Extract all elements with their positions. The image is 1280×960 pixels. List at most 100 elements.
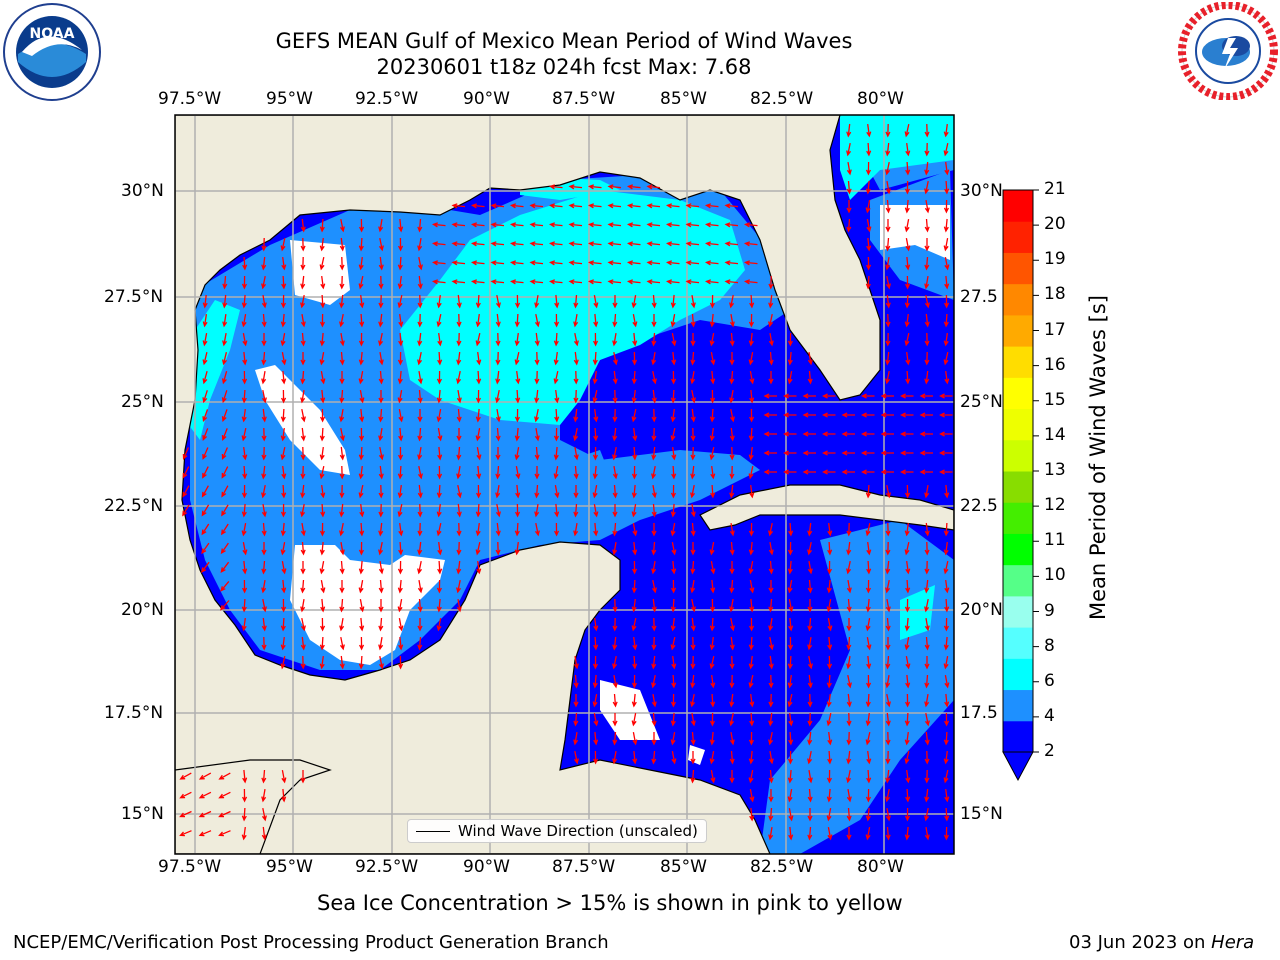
direction-arrow (339, 256, 345, 271)
direction-arrow (475, 389, 481, 404)
direction-arrow (670, 731, 676, 746)
direction-arrow (300, 561, 306, 575)
direction-arrow (729, 465, 735, 480)
direction-arrow (281, 370, 287, 385)
direction-arrow (865, 180, 871, 195)
direction-arrow (261, 484, 267, 499)
direction-arrow (202, 428, 209, 442)
direction-arrow (865, 199, 871, 214)
direction-arrow (554, 503, 560, 518)
direction-arrow (807, 826, 813, 841)
colorbar-segment (1003, 314, 1033, 347)
direction-arrow (320, 598, 326, 613)
direction-arrow (359, 504, 365, 518)
direction-arrow (534, 503, 540, 518)
direction-arrow (632, 560, 638, 575)
direction-arrow (900, 431, 914, 437)
direction-arrow (437, 351, 443, 366)
direction-arrow (553, 465, 559, 480)
direction-arrow (865, 807, 871, 822)
colorbar-segment (1003, 408, 1033, 441)
direction-arrow (378, 484, 384, 499)
direction-arrow (612, 598, 618, 613)
direction-arrow (490, 279, 505, 285)
direction-arrow (865, 713, 871, 727)
direction-arrow (690, 598, 696, 613)
direction-arrow (573, 655, 579, 670)
direction-arrow (924, 560, 930, 575)
direction-arrow (651, 446, 657, 461)
direction-arrow (632, 428, 638, 442)
colorbar-tick-label: 13 (1044, 460, 1066, 480)
direction-arrow (632, 655, 638, 670)
direction-arrow (943, 199, 949, 214)
direction-arrow (729, 579, 735, 594)
direction-arrow (593, 618, 599, 632)
direction-arrow (626, 241, 641, 247)
direction-arrow (709, 712, 715, 727)
direction-arrow (179, 791, 192, 799)
direction-arrow (573, 522, 579, 537)
direction-arrow (632, 750, 638, 765)
direction-arrow (261, 636, 267, 651)
direction-arrow (768, 617, 774, 632)
direction-arrow (378, 446, 384, 461)
direction-arrow (704, 260, 719, 266)
direction-arrow (807, 655, 813, 670)
direction-arrow (592, 674, 598, 689)
direction-arrow (587, 241, 602, 247)
direction-arrow (846, 693, 852, 708)
direction-arrow (339, 237, 345, 252)
direction-arrow (748, 332, 754, 347)
direction-arrow (320, 276, 326, 290)
direction-arrow (300, 598, 306, 613)
direction-arrow (339, 655, 345, 670)
direction-arrow (221, 371, 228, 385)
direction-arrow (515, 465, 521, 480)
direction-arrow (319, 447, 325, 461)
direction-arrow (397, 485, 403, 499)
direction-arrow (593, 712, 599, 727)
direction-arrow (378, 599, 384, 613)
direction-arrow (924, 294, 930, 309)
direction-arrow (885, 769, 891, 784)
direction-arrow (802, 450, 816, 456)
direction-arrow (202, 294, 208, 309)
direction-arrow (222, 294, 228, 309)
direction-arrow (261, 522, 267, 537)
lat-tick-right: 20°N (960, 600, 1003, 620)
direction-arrow (690, 560, 696, 575)
direction-arrow (827, 541, 833, 556)
direction-arrow (749, 694, 755, 708)
direction-arrow (724, 279, 739, 285)
direction-arrow (417, 256, 423, 271)
direction-arrow (378, 636, 384, 651)
legend-label: Wind Wave Direction (unscaled) (458, 822, 698, 840)
direction-arrow (905, 788, 911, 803)
direction-arrow (943, 237, 949, 252)
direction-arrow (748, 541, 754, 556)
direction-arrow (827, 655, 833, 670)
direction-arrow (592, 446, 598, 461)
direction-arrow (944, 580, 950, 594)
direction-arrow (300, 617, 306, 632)
direction-arrow (514, 351, 520, 366)
direction-arrow (339, 560, 345, 575)
direction-arrow (944, 674, 950, 689)
direction-arrow (378, 560, 384, 575)
direction-arrow (919, 450, 933, 456)
direction-arrow (924, 142, 930, 157)
direction-arrow (685, 241, 700, 247)
colorbar-tick-label: 12 (1044, 495, 1066, 516)
map-frame (174, 114, 955, 855)
direction-arrow (826, 807, 832, 822)
direction-arrow (943, 617, 949, 632)
direction-arrow (612, 750, 618, 765)
direction-arrow (300, 541, 306, 556)
direction-arrow (939, 393, 953, 399)
direction-arrow (281, 466, 287, 480)
direction-arrow (456, 541, 462, 556)
direction-arrow (280, 655, 286, 670)
direction-arrow (242, 447, 248, 461)
direction-arrow (221, 485, 229, 498)
